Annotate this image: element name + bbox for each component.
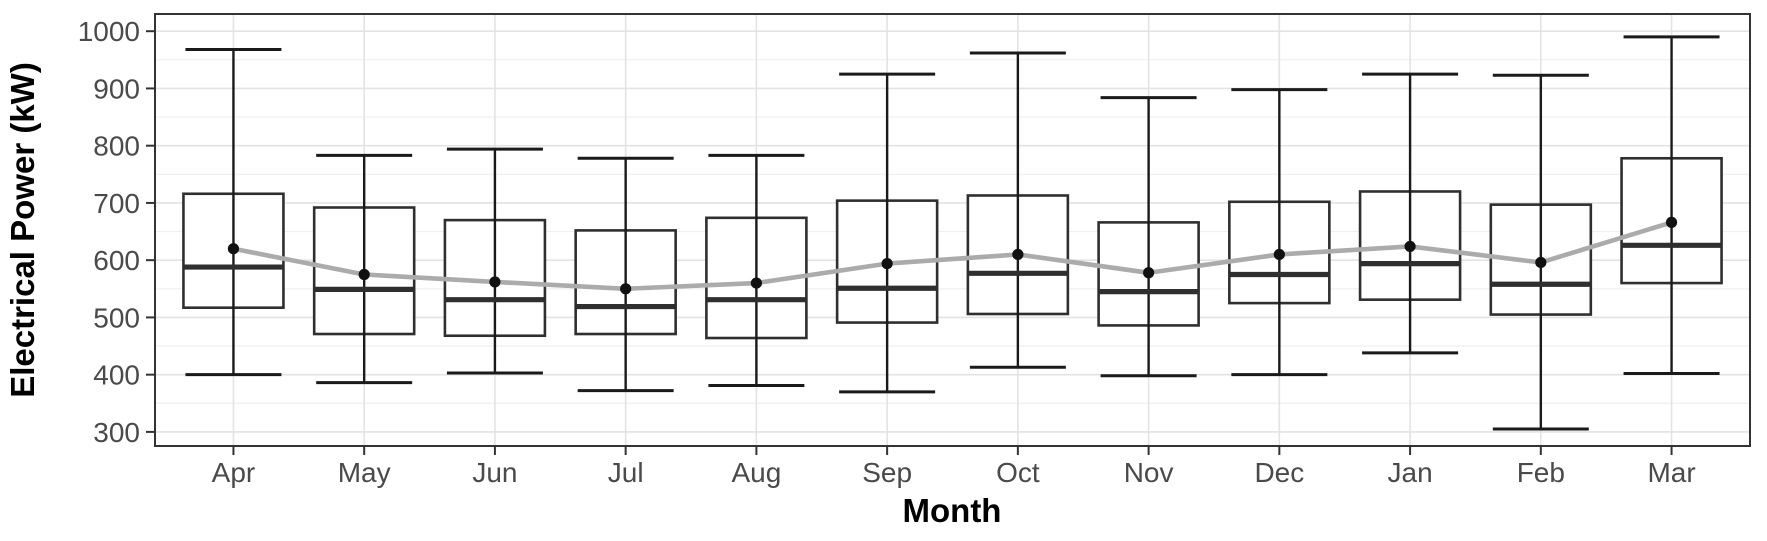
y-tick-label-700: 700	[93, 188, 140, 219]
boxplot-Aug	[705, 153, 808, 388]
mean-point-Aug	[750, 277, 762, 289]
y-tick-label-300: 300	[93, 417, 140, 448]
mean-point-Jun	[489, 276, 501, 288]
x-tick-label-Apr: Apr	[212, 457, 256, 488]
x-tick-label-Aug: Aug	[731, 457, 781, 488]
y-tick-label-900: 900	[93, 73, 140, 104]
x-tick-label-Dec: Dec	[1254, 457, 1304, 488]
x-tick-label-May: May	[338, 457, 391, 488]
x-tick-label-Nov: Nov	[1124, 457, 1174, 488]
mean-point-Mar	[1665, 216, 1678, 228]
panel-border	[154, 13, 1751, 447]
mean-point-May	[358, 268, 370, 281]
mean-point-Jul	[620, 283, 632, 295]
x-tick-label-Sep: Sep	[862, 457, 912, 488]
boxplot-Oct	[966, 51, 1070, 369]
y-tick-label-500: 500	[93, 302, 140, 333]
boxplot-Apr	[182, 48, 285, 377]
boxplot-Jun	[443, 147, 547, 375]
mean-point-Apr	[227, 243, 240, 255]
x-tick-label-Jun: Jun	[472, 457, 517, 488]
mean-point-Jan	[1404, 240, 1416, 253]
boxplot-Mar	[1620, 35, 1723, 376]
x-tick-label-Jul: Jul	[608, 457, 644, 488]
x-tick-label-Feb: Feb	[1517, 457, 1565, 488]
mean-point-Nov	[1143, 267, 1155, 279]
mean-point-Oct	[1012, 248, 1024, 261]
y-tick-label-800: 800	[93, 131, 140, 162]
mean-line	[231, 220, 1674, 292]
plot-layer: 300 400 500 600 700 800 900 1000 Apr May Jun Jul Aug…	[78, 13, 1751, 488]
mean-point-Dec	[1273, 248, 1285, 261]
boxplot-Jul	[574, 156, 677, 393]
y-axis-title: Electrical Power (kW)	[4, 62, 41, 398]
mean-point-Sep	[881, 258, 893, 270]
y-tick-label-600: 600	[93, 245, 140, 276]
boxplot-Sep	[835, 72, 939, 394]
x-tick-label-Jan: Jan	[1388, 457, 1433, 488]
x-axis-title: Month	[903, 492, 1002, 529]
boxplot-Jan	[1358, 72, 1462, 355]
boxplot-Dec	[1228, 88, 1331, 377]
boxplot-Nov	[1097, 96, 1200, 378]
y-tick-label-400: 400	[93, 360, 140, 391]
x-tick-label-Oct: Oct	[996, 457, 1040, 488]
y-tick-label-1000: 1000	[78, 16, 140, 47]
x-tick-label-Mar: Mar	[1647, 457, 1695, 488]
mean-point-Feb	[1535, 256, 1547, 269]
